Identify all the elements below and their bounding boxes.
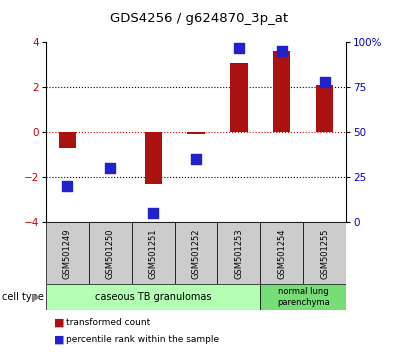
Point [279,48,285,54]
Bar [316,85,334,132]
Text: caseous TB granulomas: caseous TB granulomas [95,292,211,302]
Bar [217,222,260,284]
Point [193,156,199,162]
Bar [59,132,76,148]
Point [150,211,156,216]
Text: transformed count: transformed count [66,318,150,327]
Text: percentile rank within the sample: percentile rank within the sample [66,335,219,344]
Bar [46,222,89,284]
Text: ▶: ▶ [33,292,41,302]
Text: GSM501250: GSM501250 [105,228,115,279]
Bar [175,222,217,284]
Bar [144,132,162,184]
Text: GSM501254: GSM501254 [277,228,287,279]
Bar [260,222,303,284]
Bar [132,222,175,284]
Bar [260,284,346,310]
Text: ■: ■ [54,335,64,344]
Bar [89,222,132,284]
Point [322,79,328,85]
Text: ■: ■ [54,318,64,327]
Text: GSM501252: GSM501252 [191,228,201,279]
Text: GSM501253: GSM501253 [234,228,244,279]
Point [236,45,242,51]
Text: GSM501249: GSM501249 [63,228,72,279]
Text: normal lung
parenchyma: normal lung parenchyma [277,287,330,307]
Text: GSM501251: GSM501251 [148,228,158,279]
Point [107,166,113,171]
Bar [230,63,248,132]
Bar [46,284,260,310]
Text: GSM501255: GSM501255 [320,228,329,279]
Bar [273,51,291,132]
Text: cell type: cell type [2,292,44,302]
Text: GDS4256 / g624870_3p_at: GDS4256 / g624870_3p_at [110,12,288,25]
Point [64,183,70,189]
Bar [303,222,346,284]
Bar [187,132,205,133]
